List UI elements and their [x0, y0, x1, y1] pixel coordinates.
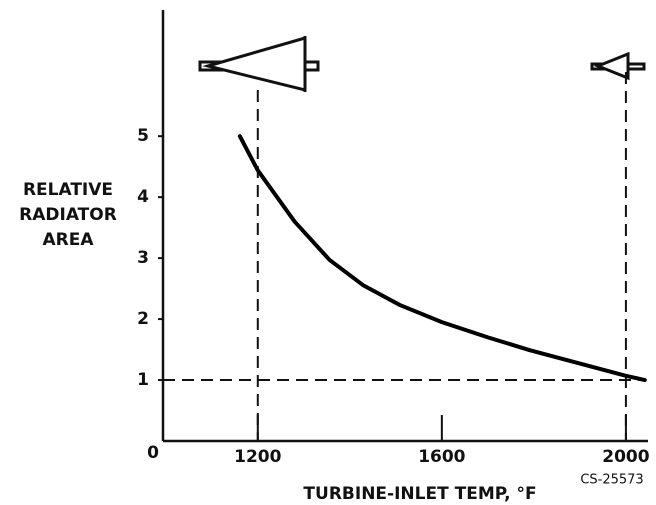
y-axis-label: AREA: [42, 230, 94, 250]
annotation: CS-25573: [580, 473, 643, 488]
x-axis-label: TURBINE-INLET TEMP, °F: [303, 484, 536, 504]
data-line: [237, 134, 647, 383]
aircraft-icons: [198, 36, 646, 92]
x-tick-label: 1600: [418, 447, 465, 467]
aircraft-small-wing: [593, 51, 630, 81]
y-tick-label: 5: [137, 126, 149, 146]
y-tick-label: 0: [147, 443, 159, 463]
y-tick-label: 2: [137, 309, 149, 329]
aircraft-large-wing: [202, 36, 307, 92]
y-tick-label: 3: [137, 248, 149, 268]
y-axis-label: RADIATOR: [19, 205, 117, 225]
y-axis-label: RELATIVE: [23, 180, 113, 200]
x-tick-label: 1200: [234, 447, 281, 467]
y-tick-label: 1: [137, 370, 149, 390]
y-tick-label: 4: [137, 187, 149, 207]
x-tick-label: 2000: [602, 447, 649, 467]
